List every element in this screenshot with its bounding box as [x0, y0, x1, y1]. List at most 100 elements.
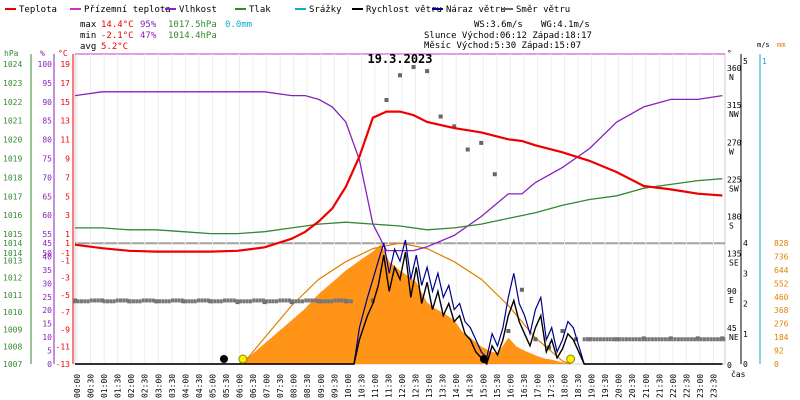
- wind-dir-band-pm: [631, 337, 635, 342]
- tick-hpa-up-8: 1016: [3, 211, 22, 220]
- wind-dir-band-am: [86, 299, 90, 304]
- wind-dir-band-am: [304, 298, 308, 303]
- tick-hpa-up-4: 1020: [3, 136, 22, 145]
- x-tick-8: 04:00: [181, 374, 190, 398]
- tick-dir-deg-4: 180: [727, 213, 742, 222]
- series-humidity-line: [74, 91, 723, 252]
- info-wg: WG:4.1m/s: [541, 20, 590, 30]
- wind-dir-band-am: [226, 298, 230, 303]
- wind-dir-band-am: [171, 298, 174, 303]
- wind-dir-band-pm: [654, 337, 658, 342]
- legend-label-3: Tlak: [249, 5, 271, 15]
- wind-dir-band-am: [268, 299, 272, 304]
- x-tick-33: 16:30: [520, 374, 529, 398]
- x-tick-25: 12:30: [412, 374, 421, 398]
- wind-dir-band-pm: [715, 337, 719, 342]
- series-solar-area: [237, 244, 571, 364]
- wind-dir-band-pm: [689, 337, 693, 342]
- wind-dir-band-am: [138, 299, 142, 304]
- wind-dir-band-pm: [585, 337, 589, 342]
- tick-pct-lo-9: 0: [47, 360, 52, 369]
- wind-dir-band-am: [132, 299, 135, 304]
- legend-label-4: Srážky: [309, 5, 342, 15]
- wind-dir-band-am: [96, 298, 100, 303]
- wind-dir-band-am: [307, 298, 311, 303]
- wind-dir-band-am: [80, 299, 83, 304]
- wind-dir-band-pm: [670, 337, 674, 342]
- wind-dir-band-pm: [634, 337, 638, 342]
- x-tick-9: 04:30: [195, 374, 204, 398]
- wind-dir-band-pm: [650, 337, 654, 342]
- wind-dir-band-am: [106, 299, 109, 304]
- tick-ms-top: 5: [743, 57, 748, 66]
- x-tick-20: 10:00: [344, 374, 353, 398]
- legend-label-0: Teplota: [19, 5, 57, 15]
- tick-temp-up-10: -1: [60, 249, 70, 258]
- x-tick-39: 19:30: [601, 374, 610, 398]
- tick-pct-lo-8: 5: [47, 347, 52, 356]
- wind-dir-point-19: [479, 140, 484, 145]
- x-tick-40: 20:00: [615, 374, 624, 398]
- tick-pct-up-3: 85: [42, 117, 52, 126]
- tick-solar-4: 460: [774, 293, 789, 302]
- x-tick-16: 08:00: [290, 374, 299, 398]
- wind-dir-band-am: [164, 299, 168, 304]
- tick-dir-lo-lbl-0: SE: [729, 259, 739, 268]
- tick-temp-up-5: 9: [65, 155, 70, 164]
- wind-dir-band-am: [177, 298, 181, 303]
- tick-pct-up-8: 60: [42, 211, 52, 220]
- wind-dir-band-am: [327, 299, 330, 304]
- tick-temp-up-8: 3: [65, 211, 70, 220]
- wind-dir-band-pm: [686, 337, 690, 342]
- wind-dir-band-am: [115, 298, 119, 303]
- legend-label-7: Směr větru: [516, 5, 570, 15]
- wind-dir-band-am: [232, 298, 236, 303]
- tick-pct-up-5: 75: [42, 155, 52, 164]
- wind-dir-band-am: [76, 299, 80, 304]
- tick-dir-lbl-1: NW: [729, 110, 739, 119]
- wind-dir-band-am: [310, 298, 314, 303]
- x-tick-22: 11:00: [371, 374, 380, 398]
- sunrise-marker: [238, 354, 248, 364]
- tick-temp-up-1: 17: [60, 79, 70, 88]
- info-ws: WS:3.6m/s: [474, 20, 523, 30]
- tick-hpa-lo-5: 1009: [3, 325, 22, 334]
- wind-dir-band-am: [314, 298, 317, 303]
- tick-ms-lo-0: 4: [743, 239, 748, 248]
- tick-dir-lbl-2: W: [729, 147, 734, 156]
- axis-unit-pct: %: [40, 49, 45, 58]
- x-tick-21: 10:30: [357, 374, 366, 398]
- x-tick-44: 22:00: [669, 374, 678, 398]
- wind-dir-band-am: [197, 298, 200, 303]
- wind-dir-band-pm: [663, 337, 667, 342]
- wind-dir-band-pm: [615, 337, 619, 342]
- tick-solar-3: 552: [774, 279, 789, 288]
- tick-temp-lo-6: -11: [56, 343, 71, 352]
- legend-label-6: Náraz větru: [446, 5, 506, 15]
- series-windspeed-line: [75, 251, 723, 366]
- wind-dir-band-am: [291, 299, 295, 304]
- wind-dir-band-pm: [605, 337, 609, 342]
- tick-solar-5: 368: [774, 306, 789, 315]
- tick-hpa-lo-2: 1012: [3, 274, 22, 283]
- tick-hpa-up-1: 1023: [3, 79, 22, 88]
- tick-temp-lo-1: -1: [60, 256, 70, 265]
- wind-dir-band-pm: [624, 337, 628, 342]
- tick-pct-up-4: 80: [42, 136, 52, 145]
- tick-dir-deg-0: 360: [727, 64, 742, 73]
- wind-dir-band-am: [271, 299, 275, 304]
- series-temperature-line: [74, 110, 723, 253]
- stats-max-label: max: [80, 20, 97, 30]
- tick-hpa-lo-4: 1010: [3, 308, 22, 317]
- tick-dir-deg-1: 315: [727, 101, 742, 110]
- wind-dir-point-22: [519, 287, 524, 292]
- tick-temp-up-0: 19: [60, 60, 70, 69]
- tick-hpa-lo-6: 1008: [3, 343, 22, 352]
- tick-hpa-up-10: 1014: [3, 249, 22, 258]
- stats-max-hum: 95%: [140, 20, 157, 30]
- wind-dir-point-12: [384, 98, 389, 102]
- wind-dir-band-am: [320, 299, 324, 304]
- wind-dir-band-am: [210, 299, 213, 304]
- wind-dir-band-am: [158, 299, 161, 304]
- x-tick-41: 20:30: [628, 374, 637, 398]
